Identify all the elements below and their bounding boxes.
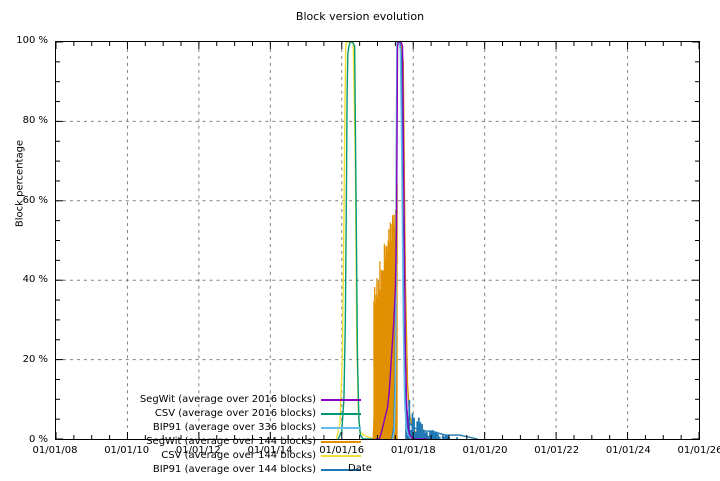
axis-ticks bbox=[56, 42, 699, 439]
x-tick-label: 01/01/12 bbox=[175, 445, 221, 456]
legend: SegWit (average over 2016 blocks) CSV (av… bbox=[116, 393, 361, 481]
x-tick-label: 01/01/22 bbox=[534, 445, 580, 456]
x-tick-label: 01/01/24 bbox=[605, 445, 651, 456]
legend-color-swatch bbox=[321, 427, 361, 429]
x-tick-label: 01/01/10 bbox=[104, 445, 150, 456]
plot-area: SegWit (average over 2016 blocks) CSV (av… bbox=[55, 41, 700, 475]
x-tick-label: 01/01/08 bbox=[32, 445, 78, 456]
legend-color-swatch bbox=[321, 413, 361, 415]
legend-item: SegWit (average over 2016 blocks) bbox=[116, 393, 361, 407]
x-tick-label: 01/01/20 bbox=[462, 445, 508, 456]
x-axis-title: Date bbox=[348, 463, 372, 474]
legend-label: BIP91 (average over 336 blocks) bbox=[152, 422, 316, 433]
x-tick-label: 01/01/16 bbox=[319, 445, 365, 456]
legend-label: BIP91 (average over 144 blocks) bbox=[152, 464, 316, 475]
y-axis-tick-labels: 0 % 20 % 40 % 60 % 80 % 100 % bbox=[0, 35, 720, 445]
legend-color-swatch bbox=[321, 441, 361, 443]
legend-color-swatch bbox=[321, 455, 361, 457]
legend-color-swatch bbox=[321, 469, 361, 471]
legend-item: CSV (average over 144 blocks) bbox=[116, 449, 361, 463]
legend-label: CSV (average over 144 blocks) bbox=[161, 450, 316, 461]
data-series bbox=[335, 42, 478, 439]
legend-item: BIP91 (average over 336 blocks) bbox=[116, 421, 361, 435]
y-tick-label: 20 % bbox=[22, 354, 48, 366]
legend-label: SegWit (average over 2016 blocks) bbox=[139, 394, 316, 405]
legend-item: BIP91 (average over 144 blocks) bbox=[116, 463, 361, 477]
legend-label: CSV (average over 2016 blocks) bbox=[154, 408, 316, 419]
legend-label: SegWit (average over 144 blocks) bbox=[146, 436, 316, 447]
y-tick-label: 80 % bbox=[22, 114, 48, 126]
y-tick-label: 0 % bbox=[28, 434, 48, 445]
x-tick-label: 01/01/18 bbox=[390, 445, 436, 456]
legend-color-swatch bbox=[321, 399, 361, 401]
x-axis-tick-labels: 01/01/08 01/01/10 01/01/12 01/01/14 01/01/16… bbox=[0, 445, 720, 461]
x-tick-label: 01/01/26 bbox=[677, 445, 720, 456]
y-tick-label: 40 % bbox=[22, 274, 48, 286]
x-tick-label: 01/01/14 bbox=[247, 445, 293, 456]
legend-item: SegWit (average over 144 blocks) bbox=[116, 435, 361, 449]
y-tick-label: 60 % bbox=[22, 194, 48, 206]
chart-title: Block version evolution bbox=[295, 10, 425, 23]
legend-item: CSV (average over 2016 blocks) bbox=[116, 407, 361, 421]
y-tick-label: 100 % bbox=[16, 35, 48, 46]
